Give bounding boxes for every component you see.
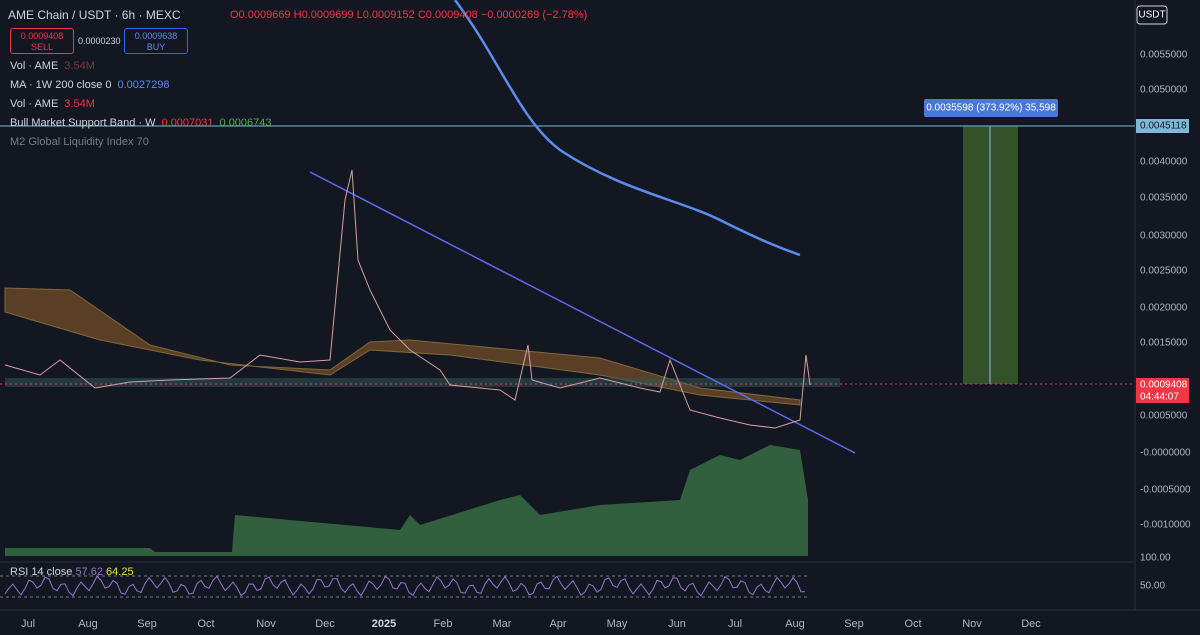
price-label: 0.0020000 [1140,303,1188,314]
indicator-name: Vol · AME [10,98,59,110]
time-label: Oct [197,618,214,630]
symbol: AME Chain / USDT · 6h · MEXC [8,8,181,22]
indicator-value: 0.0006743 [219,117,272,129]
rsi-value: 64.25 [106,566,134,578]
sell-label: SELL [30,42,54,52]
price-label: 0.0030000 [1140,231,1188,242]
buy-button[interactable]: 0.0009638 BUY [124,28,188,54]
price-label: -0.0000000 [1140,448,1191,459]
time-label: Nov [256,618,276,630]
indicator-value: 3.54M [64,98,95,110]
time-label: Aug [78,618,98,630]
time-label: May [607,618,628,630]
price-axis: 0.0055000 0.0050000 0.0045118 0.0040000 0.00… [1136,50,1191,592]
price-label: 0.0025000 [1140,266,1188,277]
rsi-line [4,575,806,597]
indicator: Vol · AME 3.54M [10,98,95,110]
indicator-value: 0.0027298 [117,79,170,91]
ohlc: O0.0009669 H0.0009699 L0.0009152 C0.0009… [230,9,587,21]
buy-label: BUY [146,42,166,52]
trend-line [309,171,856,454]
price-label: 0.0005000 [1140,411,1188,422]
ma-line [453,0,801,257]
indicator: Vol · AME 3.54M [10,60,95,72]
price-label: 0.0040000 [1140,157,1188,168]
price-label: 04:44:07 [1140,392,1179,403]
buy-price: 0.0009638 [134,31,178,41]
time-label: Jun [668,618,686,630]
currency-button[interactable] [1136,5,1168,25]
indicator-name: MA · 1W 200 close 0 [10,79,112,91]
price-label-bg [1136,119,1189,133]
price-label: 100.00 [1140,553,1171,564]
time-label: Mar [493,618,512,630]
rsi-value: 57.62 [75,566,103,578]
time-label: Nov [962,618,982,630]
price-line [4,169,811,429]
time-label: Sep [137,618,157,630]
time-label: Dec [315,618,335,630]
time-label: Aug [785,618,805,630]
price-label: 0.0055000 [1140,50,1188,61]
indicator: MA · 1W 200 close 0 0.0027298 [10,79,170,91]
time-label: Jul [728,618,742,630]
price-label: 0.0009408 [1140,380,1188,391]
indicator-name: Vol · AME [10,60,59,72]
high: H0.0009699 [293,9,354,21]
price-label: 0.0035000 [1140,193,1188,204]
indicator: M2 Global Liquidity Index 70 [10,136,149,148]
time-label: Jul [21,618,35,630]
price-label: -0.0010000 [1140,520,1191,531]
price-label: 50.00 [1140,581,1165,592]
time-label: Apr [549,618,566,630]
sell-price: 0.0009408 [20,31,64,41]
volume-area [5,445,808,556]
time-axis: Jul Aug Sep Oct Nov Dec 2025 Feb Mar Apr May Jun Jul… [21,618,1041,630]
close: C0.0009408 [417,9,478,21]
time-label: Sep [844,618,864,630]
zone [5,378,840,387]
spread: 0.0000230 [78,36,121,46]
indicator-value: 3.54M [64,60,95,72]
open: O0.0009669 [230,9,291,21]
price-label: 0.0045118 [1140,121,1187,132]
low: L0.0009152 [356,9,415,21]
indicator-name: Bull Market Support Band · W [10,117,156,129]
price-label-bg [1136,378,1189,403]
measure-label-box [924,99,1058,117]
rsi-legend: RSI 14 close 57.62 64.25 [10,566,134,578]
change: −0.0000269 (−2.78%) [480,9,588,21]
price-label: 0.0015000 [1140,338,1188,349]
indicator-value: 0.0007031 [161,117,214,129]
indicator: Bull Market Support Band · W 0.0007031 0.0… [10,117,272,129]
measure-label: 0.0035598 (373.92%) 35,598 [926,103,1056,114]
price-label: 0.0050000 [1140,85,1188,96]
rsi-name: RSI 14 close [10,566,73,578]
sell-button[interactable]: 0.0009408 SELL [10,28,74,54]
currency-label: USDT [1138,10,1165,21]
time-label: Feb [434,618,453,630]
indicator-name: M2 Global Liquidity Index 70 [10,136,149,148]
time-label: 2025 [372,618,396,630]
time-label: Oct [904,618,921,630]
price-label: -0.0005000 [1140,485,1191,496]
time-label: Dec [1021,618,1041,630]
